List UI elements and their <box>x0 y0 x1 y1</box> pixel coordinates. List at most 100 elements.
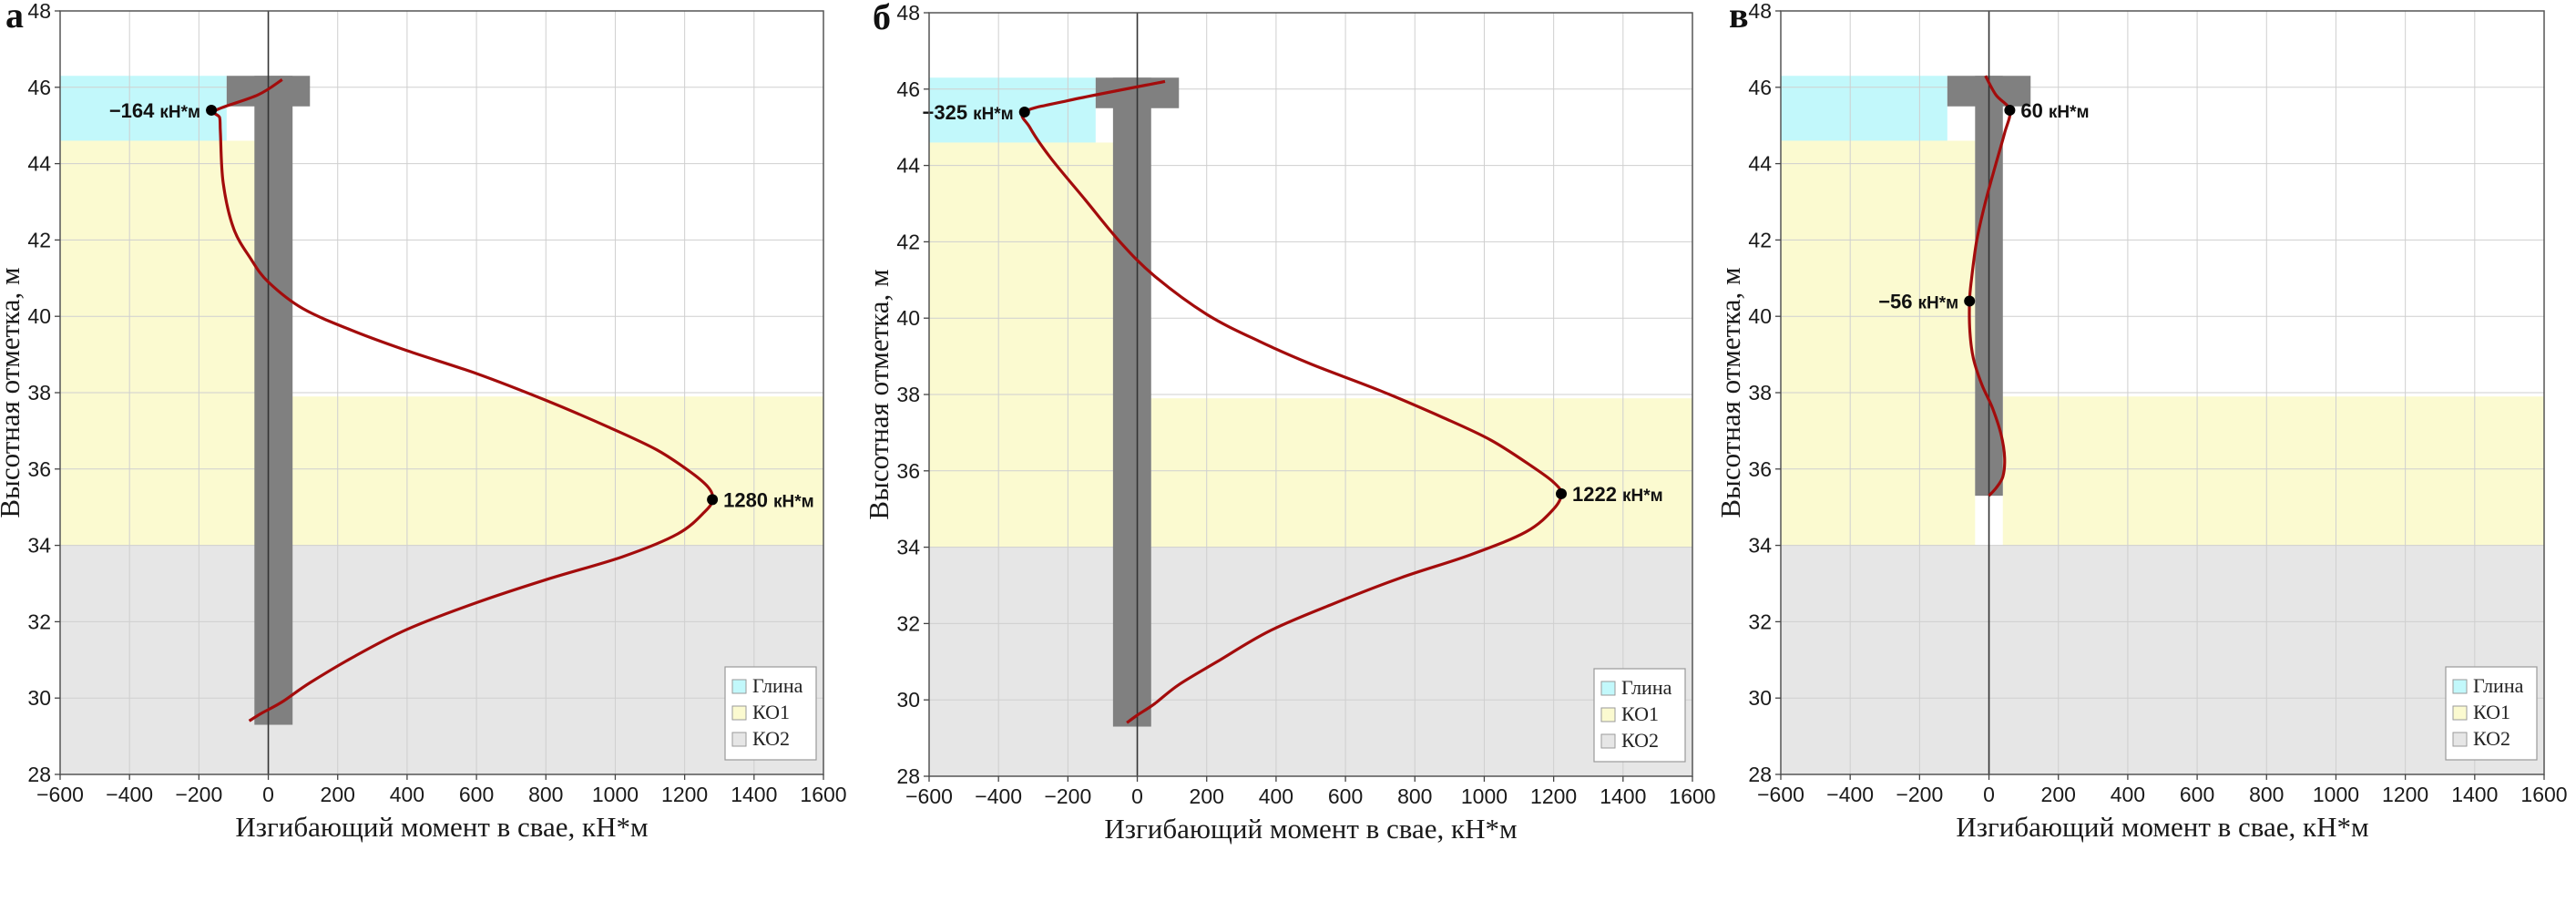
legend: Глина КО1 КО2 <box>1593 668 1686 763</box>
extreme-point <box>707 494 719 506</box>
y-tick-label: 46 <box>27 76 51 99</box>
x-tick-label: 200 <box>2041 783 2076 806</box>
chart-panel-3: 60 кН*м −56 кН*м −600 −400 −200 0 200 400 600 800 10… <box>1714 0 2568 843</box>
y-tick-label: 30 <box>896 688 920 712</box>
extreme-value: −325 <box>923 101 968 124</box>
y-tick-label: 44 <box>1748 152 1772 176</box>
legend: Глина КО1 КО2 <box>724 666 817 761</box>
x-tick-label: 200 <box>321 783 355 806</box>
legend-swatch <box>1600 681 1616 696</box>
legend-swatch <box>731 705 747 721</box>
x-tick-label: 1600 <box>1669 784 1715 808</box>
extreme-unit: кН*м <box>1622 487 1663 506</box>
soil-layer-4 <box>1781 545 2544 774</box>
pile-shaft <box>1112 77 1151 727</box>
y-tick-label: 38 <box>27 381 51 405</box>
y-tick-label: 32 <box>27 610 51 633</box>
x-tick-label: 0 <box>1131 784 1143 808</box>
extreme-value: −164 <box>109 99 155 122</box>
y-tick-label: 28 <box>896 764 920 788</box>
y-tick-label: 40 <box>27 304 51 328</box>
x-tick-label: −600 <box>36 783 84 806</box>
extreme-value: 60 <box>2020 99 2042 122</box>
extreme-label: 60 кН*м <box>2020 99 2089 122</box>
extreme-unit: кН*м <box>773 492 814 511</box>
x-tick-label: −400 <box>106 783 153 806</box>
legend-label: КО2 <box>1621 729 1659 752</box>
extreme-label: −164 кН*м <box>109 99 200 122</box>
x-tick-label: 1000 <box>1461 784 1508 808</box>
y-tick-label: 32 <box>896 611 920 635</box>
x-tick-label: 1000 <box>592 783 639 806</box>
x-tick-label: 1600 <box>2520 783 2567 806</box>
soil-layer-2 <box>60 140 269 546</box>
legend-label: Глина <box>2473 674 2524 697</box>
y-tick-label: 34 <box>1748 534 1772 558</box>
extreme-value: 1222 <box>1572 483 1617 506</box>
x-tick-label: 800 <box>2249 783 2284 806</box>
chart-panel-2: −325 кН*м 1222 кН*м −600 −400 −200 0 200 400 600 80… <box>863 0 1716 845</box>
extreme-unit: кН*м <box>159 103 200 122</box>
soil-layer-2 <box>1781 140 1976 546</box>
x-tick-label: 600 <box>1328 784 1363 808</box>
x-tick-label: 1000 <box>2313 783 2359 806</box>
x-tick-label: 400 <box>1259 784 1293 808</box>
x-tick-label: 1200 <box>661 783 708 806</box>
y-tick-label: 46 <box>896 77 920 101</box>
x-tick-label: 1600 <box>800 783 846 806</box>
y-tick-label: 32 <box>1748 610 1772 633</box>
y-tick-label: 30 <box>1748 686 1772 710</box>
legend-label: КО2 <box>2473 727 2510 750</box>
y-tick-label: 34 <box>27 534 51 558</box>
x-tick-label: 1400 <box>731 783 777 806</box>
panel-letter: а <box>5 0 24 36</box>
y-tick-label: 48 <box>896 1 920 25</box>
legend-label: Глина <box>752 674 803 697</box>
legend-label: КО2 <box>752 727 790 750</box>
x-tick-label: 0 <box>1983 783 1995 806</box>
y-tick-label: 28 <box>1748 763 1772 786</box>
y-tick-label: 42 <box>896 230 920 253</box>
x-tick-label: −200 <box>1044 784 1091 808</box>
y-tick-label: 40 <box>896 306 920 330</box>
x-tick-label: −400 <box>975 784 1022 808</box>
x-tick-label: 0 <box>262 783 274 806</box>
legend: Глина КО1 КО2 <box>2445 666 2538 761</box>
soil-layer-3 <box>1150 398 1692 548</box>
y-tick-label: 44 <box>896 154 920 178</box>
x-axis-title: Изгибающий момент в свае, кН*м <box>1956 811 2368 843</box>
soil-layer-2 <box>929 142 1113 548</box>
soil-layer-4 <box>929 547 1692 776</box>
extreme-value: −56 <box>1878 290 1912 312</box>
y-axis-title: Высотная отметка, м <box>1714 267 1746 517</box>
panel-letter: б <box>873 0 891 37</box>
x-axis-title: Изгибающий момент в свае, кН*м <box>235 811 648 843</box>
extreme-value: 1280 <box>723 488 768 511</box>
y-tick-label: 42 <box>1748 228 1772 251</box>
extreme-point <box>1964 295 1976 307</box>
pile-shaft <box>254 76 293 725</box>
x-tick-label: 1400 <box>2451 783 2498 806</box>
x-tick-label: 1200 <box>2382 783 2428 806</box>
y-tick-label: 30 <box>27 686 51 710</box>
legend-swatch <box>731 732 747 747</box>
extreme-point <box>1018 106 1030 118</box>
legend-label: Глина <box>1621 676 1672 699</box>
x-tick-label: 800 <box>528 783 563 806</box>
extreme-point <box>1556 487 1568 499</box>
y-tick-label: 36 <box>1748 457 1772 481</box>
extreme-point <box>2004 104 2016 116</box>
legend-label: КО1 <box>752 701 790 723</box>
extreme-label: −325 кН*м <box>923 101 1014 124</box>
y-tick-label: 36 <box>896 459 920 483</box>
x-tick-label: 600 <box>2180 783 2214 806</box>
extreme-unit: кН*м <box>1918 293 1959 312</box>
soil-layer-3 <box>2002 396 2544 546</box>
x-tick-label: 200 <box>1190 784 1224 808</box>
moment-curve <box>1968 75 2012 497</box>
x-tick-label: −600 <box>1757 783 1804 806</box>
soil-layer-4 <box>60 545 823 774</box>
